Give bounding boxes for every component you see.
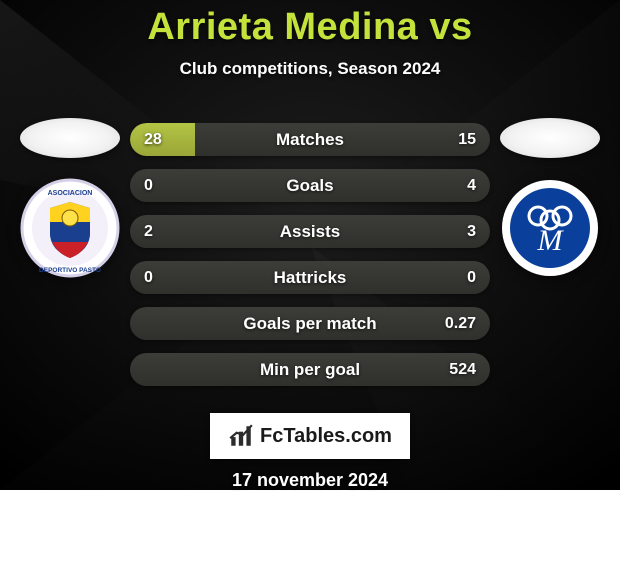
- team-crest-right: M: [500, 178, 600, 278]
- stat-label: Goals per match: [130, 307, 490, 340]
- comparison-card: Arrieta Medina vs Club competitions, Sea…: [0, 0, 620, 490]
- subtitle: Club competitions, Season 2024: [180, 59, 441, 79]
- player-avatar-left: [20, 118, 120, 158]
- stat-bar: Goals per match0.27: [130, 307, 490, 340]
- stat-bar: Hattricks0 0: [130, 261, 490, 294]
- svg-text:DEPORTIVO PASTO: DEPORTIVO PASTO: [39, 267, 101, 274]
- stat-label: Assists: [130, 215, 490, 248]
- stat-value-left: 0: [144, 261, 153, 294]
- stat-value-right: 0: [467, 261, 476, 294]
- player-left-name: Arrieta Medina: [147, 6, 418, 48]
- right-side: M: [490, 118, 610, 386]
- stat-label: Goals: [130, 169, 490, 202]
- brand-box[interactable]: FcTables.com: [210, 413, 410, 459]
- player-avatar-right: [500, 118, 600, 158]
- brand-text: FcTables.com: [260, 425, 392, 448]
- date-text: 17 november 2024: [232, 470, 388, 491]
- stat-value-right: 15: [458, 123, 476, 156]
- stat-bar: Min per goal524: [130, 353, 490, 386]
- stat-bar: Goals0 4: [130, 169, 490, 202]
- vs-text: vs: [429, 6, 472, 48]
- svg-text:ASOCIACION: ASOCIACION: [48, 190, 93, 197]
- content: Arrieta Medina vs Club competitions, Sea…: [0, 0, 620, 490]
- stat-label: Min per goal: [130, 353, 490, 386]
- stat-label: Matches: [130, 123, 490, 156]
- stat-value-left: 0: [144, 169, 153, 202]
- page-title: Arrieta Medina vs: [147, 6, 472, 49]
- stat-value-right: 4: [467, 169, 476, 202]
- left-side: ASOCIACION DEPORTIVO PASTO: [10, 118, 130, 386]
- stat-value-right: 0.27: [445, 307, 476, 340]
- svg-text:M: M: [537, 224, 565, 257]
- stat-label: Hattricks: [130, 261, 490, 294]
- stats-column: Matches2815Goals04Assists23Hattricks00Go…: [130, 118, 490, 386]
- stat-bar: Assists2 3: [130, 215, 490, 248]
- stat-value-left: 28: [144, 123, 162, 156]
- chart-icon: [228, 423, 254, 449]
- stat-bar: Matches28 15: [130, 123, 490, 156]
- team-crest-left: ASOCIACION DEPORTIVO PASTO: [20, 178, 120, 278]
- stat-value-left: 2: [144, 215, 153, 248]
- stat-value-right: 524: [449, 353, 476, 386]
- columns: ASOCIACION DEPORTIVO PASTO Matches28 15 Go…: [0, 118, 620, 386]
- stat-value-right: 3: [467, 215, 476, 248]
